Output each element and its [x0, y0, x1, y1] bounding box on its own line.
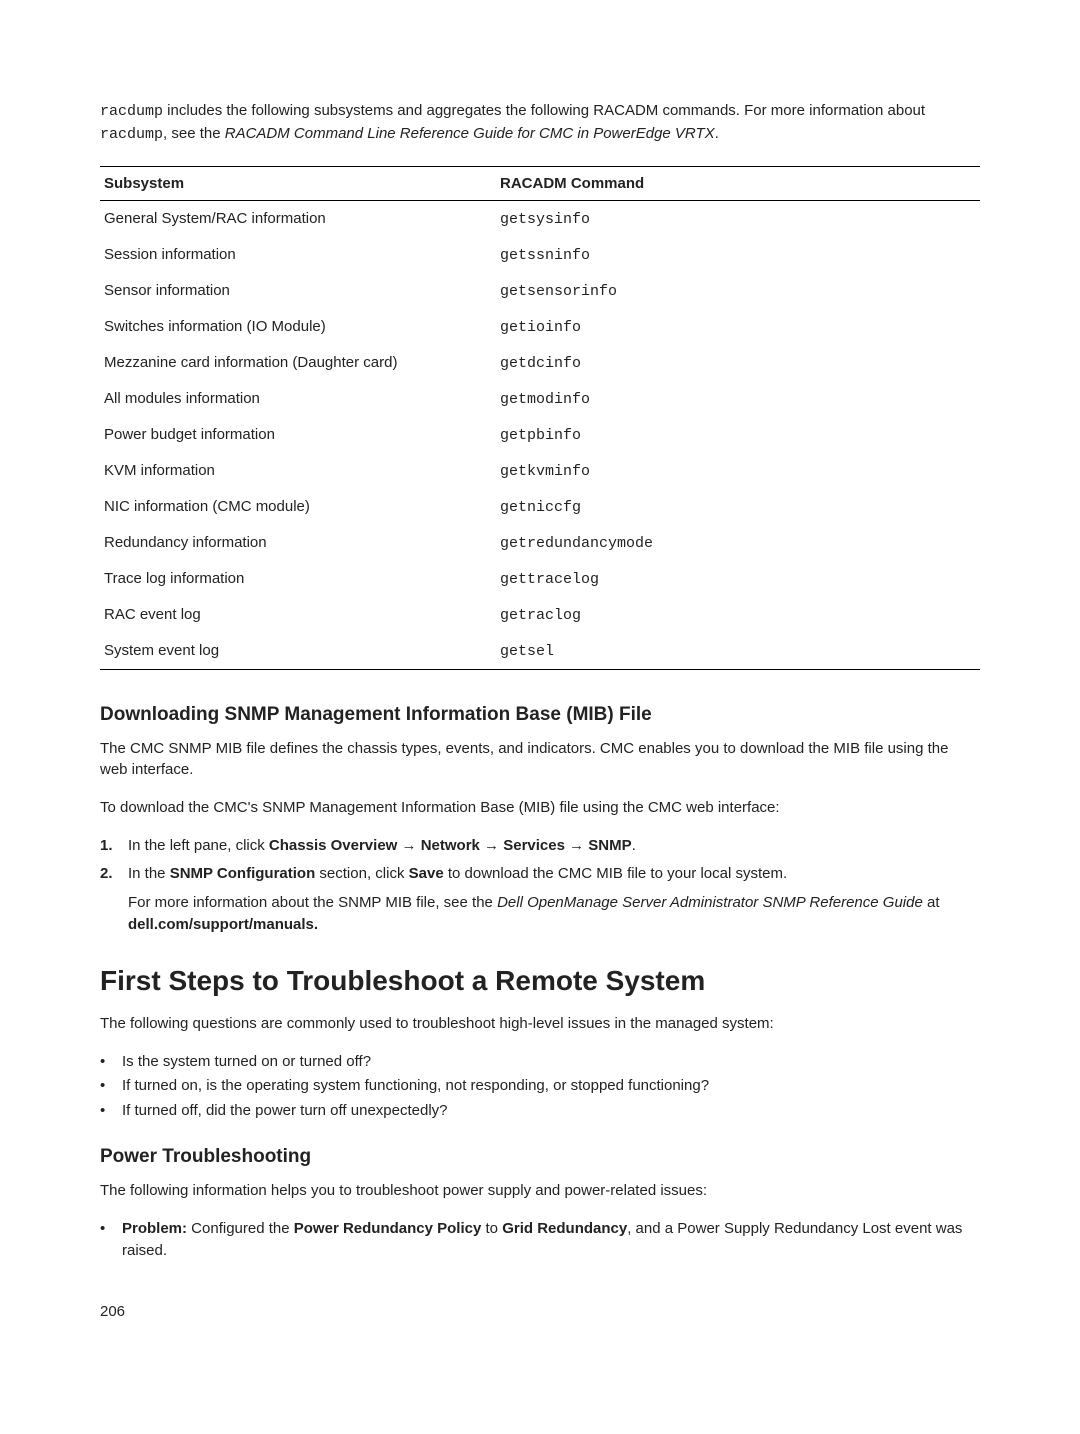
- subsystem-cell: NIC information (CMC module): [100, 489, 496, 525]
- table-row: Trace log informationgettracelog: [100, 561, 980, 597]
- text: .: [715, 125, 719, 142]
- subsystem-cell: Session information: [100, 237, 496, 273]
- code-text: gettracelog: [500, 571, 599, 588]
- code-text: getdcinfo: [500, 355, 581, 372]
- table-row: RAC event loggetraclog: [100, 597, 980, 633]
- bullet-text: If turned off, did the power turn off un…: [122, 1100, 980, 1123]
- code-text: getniccfg: [500, 499, 581, 516]
- command-cell: getpbinfo: [496, 417, 980, 453]
- subsystem-cell: KVM information: [100, 453, 496, 489]
- command-cell: getniccfg: [496, 489, 980, 525]
- table-header-command: RACADM Command: [496, 166, 980, 200]
- table-row: Power budget informationgetpbinfo: [100, 417, 980, 453]
- subsystem-cell: Sensor information: [100, 273, 496, 309]
- command-cell: getdcinfo: [496, 345, 980, 381]
- mib-steps: 1. In the left pane, click Chassis Overv…: [100, 835, 980, 937]
- code-text: getsel: [500, 643, 554, 660]
- subsystem-cell: General System/RAC information: [100, 200, 496, 237]
- bullet-text: Problem: Configured the Power Redundancy…: [122, 1218, 980, 1263]
- step-text: In the left pane, click Chassis Overview…: [128, 835, 980, 858]
- mib-paragraph-1: The CMC SNMP MIB file defines the chassi…: [100, 738, 980, 782]
- list-item: •If turned on, is the operating system f…: [100, 1075, 980, 1098]
- table-row: KVM informationgetkvminfo: [100, 453, 980, 489]
- table-row: Session informationgetssninfo: [100, 237, 980, 273]
- text: , see the: [163, 125, 225, 142]
- command-cell: getmodinfo: [496, 381, 980, 417]
- code-text: getpbinfo: [500, 427, 581, 444]
- bullet-icon: •: [100, 1218, 122, 1263]
- bullet-icon: •: [100, 1075, 122, 1098]
- first-steps-heading: First Steps to Troubleshoot a Remote Sys…: [100, 965, 980, 997]
- subsystem-cell: Power budget information: [100, 417, 496, 453]
- bullet-text: If turned on, is the operating system fu…: [122, 1075, 980, 1098]
- command-cell: getsysinfo: [496, 200, 980, 237]
- first-steps-bullets: •Is the system turned on or turned off?•…: [100, 1051, 980, 1123]
- code-text: getredundancymode: [500, 535, 653, 552]
- subsystem-cell: Redundancy information: [100, 525, 496, 561]
- step-number: 2.: [100, 863, 128, 937]
- code-text: getsysinfo: [500, 211, 590, 228]
- mib-paragraph-2: To download the CMC's SNMP Management In…: [100, 797, 980, 819]
- subsystem-cell: Mezzanine card information (Daughter car…: [100, 345, 496, 381]
- subsystem-cell: System event log: [100, 633, 496, 670]
- command-cell: getsel: [496, 633, 980, 670]
- mib-heading: Downloading SNMP Management Information …: [100, 704, 980, 726]
- code-text: getraclog: [500, 607, 581, 624]
- command-cell: getredundancymode: [496, 525, 980, 561]
- subsystem-cell: All modules information: [100, 381, 496, 417]
- command-cell: getioinfo: [496, 309, 980, 345]
- table-row: System event loggetsel: [100, 633, 980, 670]
- command-cell: getraclog: [496, 597, 980, 633]
- code-text: racdump: [100, 126, 163, 143]
- power-bullets: • Problem: Configured the Power Redundan…: [100, 1218, 980, 1263]
- code-text: racdump: [100, 103, 163, 120]
- command-cell: getsensorinfo: [496, 273, 980, 309]
- bullet-text: Is the system turned on or turned off?: [122, 1051, 980, 1074]
- command-cell: gettracelog: [496, 561, 980, 597]
- step-text: In the SNMP Configuration section, click…: [128, 863, 980, 937]
- power-heading: Power Troubleshooting: [100, 1146, 980, 1168]
- subsystem-cell: RAC event log: [100, 597, 496, 633]
- subsystem-cell: Switches information (IO Module): [100, 309, 496, 345]
- table-row: Sensor informationgetsensorinfo: [100, 273, 980, 309]
- code-text: getmodinfo: [500, 391, 590, 408]
- table-header-subsystem: Subsystem: [100, 166, 496, 200]
- text: includes the following subsystems and ag…: [163, 102, 925, 119]
- table-row: Switches information (IO Module)getioinf…: [100, 309, 980, 345]
- italic-text: RACADM Command Line Reference Guide for …: [225, 125, 715, 142]
- table-row: NIC information (CMC module)getniccfg: [100, 489, 980, 525]
- bullet-icon: •: [100, 1051, 122, 1074]
- step-number: 1.: [100, 835, 128, 858]
- list-item: •Is the system turned on or turned off?: [100, 1051, 980, 1074]
- step-2: 2. In the SNMP Configuration section, cl…: [100, 863, 980, 937]
- power-paragraph: The following information helps you to t…: [100, 1180, 980, 1202]
- intro-paragraph: racdump includes the following subsystem…: [100, 100, 980, 146]
- command-cell: getssninfo: [496, 237, 980, 273]
- table-row: Mezzanine card information (Daughter car…: [100, 345, 980, 381]
- step-1: 1. In the left pane, click Chassis Overv…: [100, 835, 980, 858]
- table-row: General System/RAC informationgetsysinfo: [100, 200, 980, 237]
- code-text: getkvminfo: [500, 463, 590, 480]
- command-cell: getkvminfo: [496, 453, 980, 489]
- subsystem-cell: Trace log information: [100, 561, 496, 597]
- list-item: • Problem: Configured the Power Redundan…: [100, 1218, 980, 1263]
- table-row: All modules informationgetmodinfo: [100, 381, 980, 417]
- bullet-icon: •: [100, 1100, 122, 1123]
- first-steps-paragraph: The following questions are commonly use…: [100, 1013, 980, 1035]
- code-text: getioinfo: [500, 319, 581, 336]
- page-number: 206: [100, 1303, 980, 1320]
- code-text: getsensorinfo: [500, 283, 617, 300]
- code-text: getssninfo: [500, 247, 590, 264]
- table-row: Redundancy informationgetredundancymode: [100, 525, 980, 561]
- subsystem-table: Subsystem RACADM Command General System/…: [100, 166, 980, 670]
- list-item: •If turned off, did the power turn off u…: [100, 1100, 980, 1123]
